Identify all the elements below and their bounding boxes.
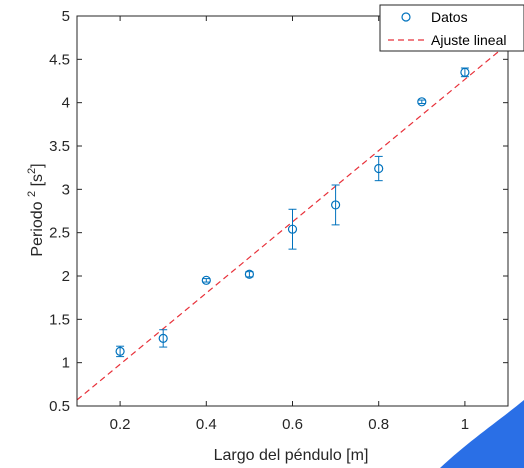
y-tick-label: 4 bbox=[62, 95, 70, 112]
y-tick-label: 4.5 bbox=[49, 51, 70, 68]
x-tick-label: 0.4 bbox=[196, 416, 217, 433]
legend-marker-datos bbox=[401, 12, 411, 22]
x-tick-label: 0.6 bbox=[282, 416, 303, 433]
legend-box bbox=[379, 4, 524, 52]
data-point-8 bbox=[417, 97, 427, 107]
y-tick-label: 5 bbox=[62, 8, 70, 25]
data-point-marker bbox=[460, 67, 470, 77]
y-tick-label: 1.5 bbox=[49, 311, 70, 328]
legend-label-ajuste: Ajuste lineal bbox=[431, 32, 507, 48]
y-tick-label: 3 bbox=[62, 181, 70, 198]
y-tick-label: 0.5 bbox=[49, 398, 70, 415]
data-point-1 bbox=[115, 345, 125, 358]
data-point-6 bbox=[331, 184, 341, 226]
data-point-2 bbox=[158, 329, 168, 348]
data-point-3 bbox=[201, 275, 211, 285]
data-point-marker bbox=[115, 346, 125, 356]
y-tick-label: 2.5 bbox=[49, 225, 70, 242]
data-point-9 bbox=[460, 67, 470, 78]
data-point-4 bbox=[244, 269, 254, 279]
x-axis-label: Largo del péndulo [m] bbox=[214, 447, 369, 464]
data-point-7 bbox=[374, 155, 384, 182]
data-point-marker bbox=[417, 97, 427, 107]
data-marks bbox=[77, 43, 508, 401]
y-tick-label: 2 bbox=[62, 268, 70, 285]
data-point-marker bbox=[374, 163, 384, 174]
fit-line bbox=[77, 43, 508, 401]
axes: 0.2 0.4 0.6 0.8 1 0.5 1 1.5 2 2.5 3 3.5 4 4.5 5 bbox=[49, 8, 509, 433]
x-tick-label: 1 bbox=[461, 416, 469, 433]
x-tick-label: 0.8 bbox=[368, 416, 389, 433]
y-tick-label: 1 bbox=[62, 355, 70, 372]
data-point-marker bbox=[201, 275, 211, 285]
data-point-5 bbox=[287, 208, 298, 250]
legend: Datos Ajuste lineal bbox=[379, 4, 524, 52]
legend-label-datos: Datos bbox=[431, 9, 468, 25]
x-tick-label: 0.2 bbox=[110, 416, 131, 433]
y-tick-label: 3.5 bbox=[49, 138, 70, 155]
data-point-marker bbox=[331, 200, 341, 210]
data-point-marker bbox=[287, 224, 298, 234]
y-axis-label: Periodo 2 [s2] bbox=[26, 163, 46, 256]
blue-corner-decoration bbox=[440, 400, 524, 468]
data-point-marker bbox=[244, 269, 254, 279]
data-point-marker bbox=[158, 333, 168, 343]
